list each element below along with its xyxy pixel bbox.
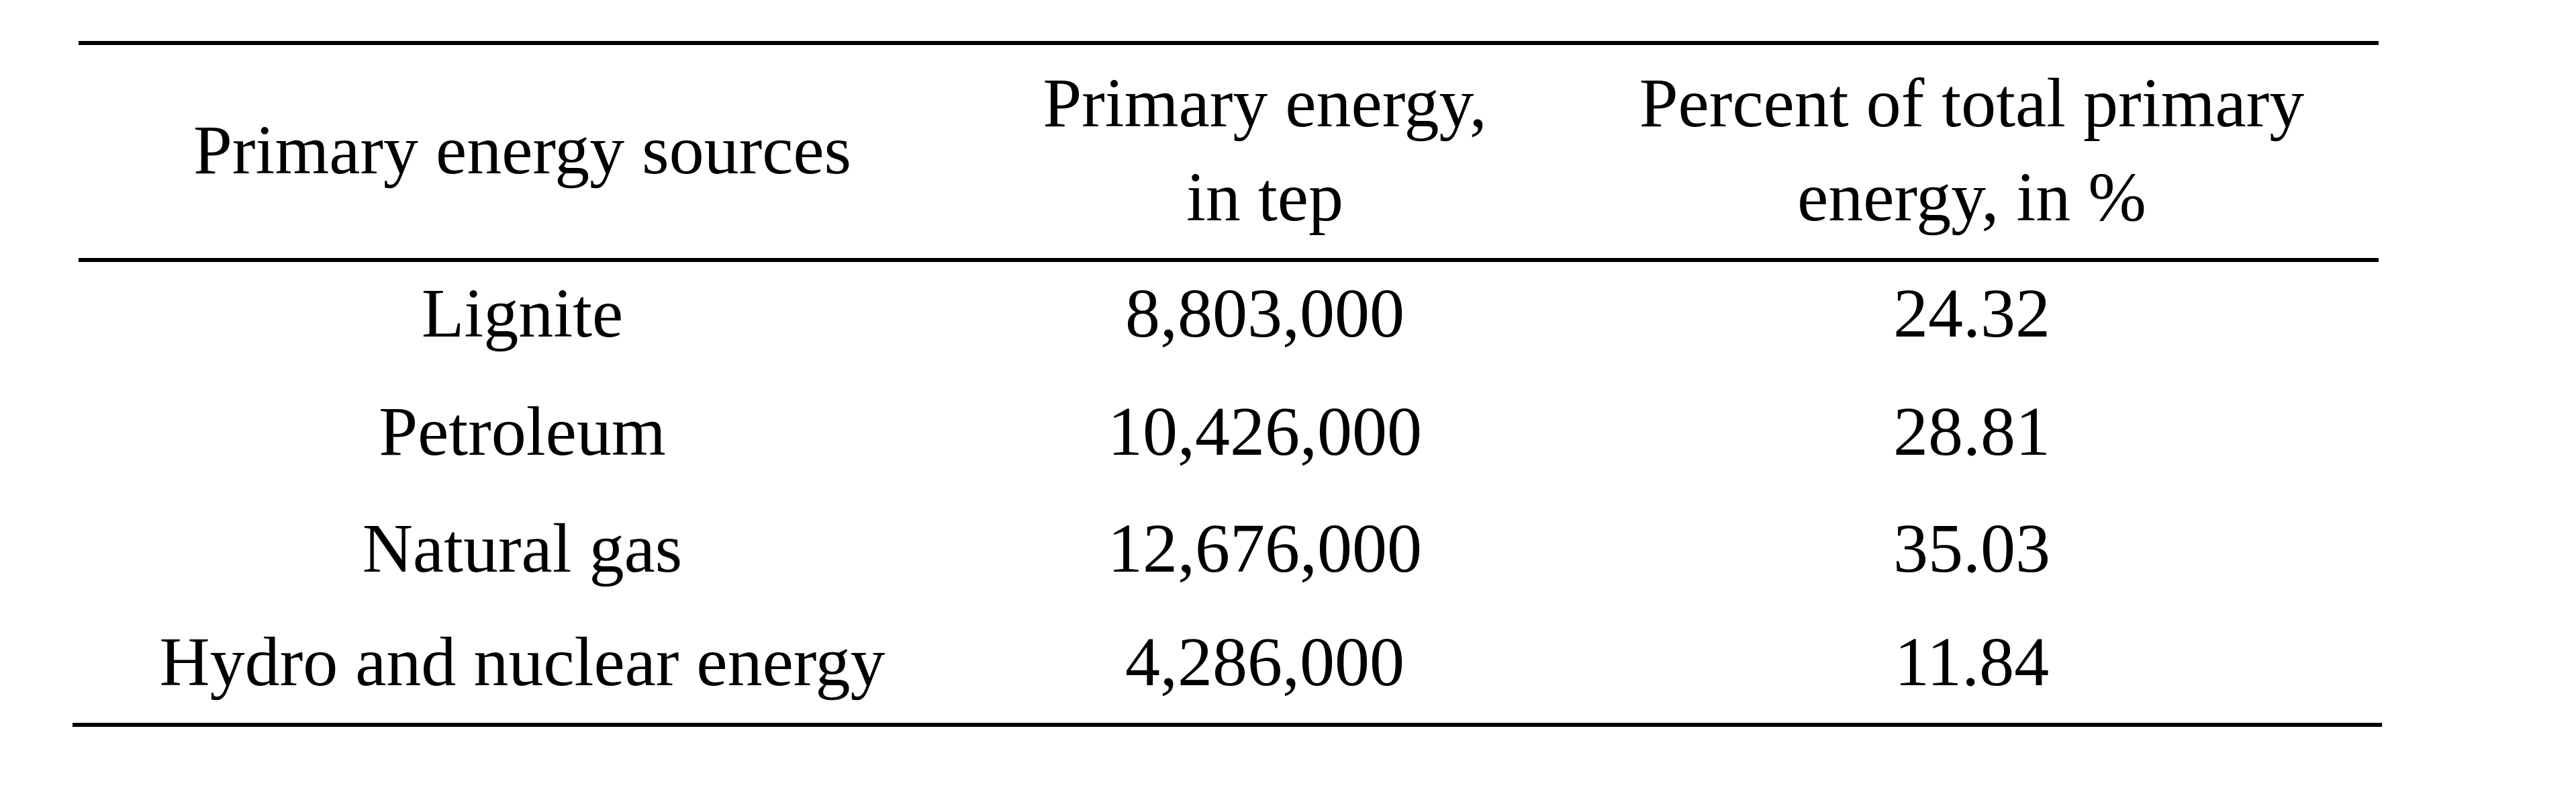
header-cell: Percent of total primary	[1639, 64, 2305, 142]
table-cell: Natural gas	[363, 510, 682, 587]
table-cell: 28.81	[1893, 393, 2050, 470]
header-cell: energy, in %	[1797, 159, 2146, 236]
header-cell: Primary energy,	[1043, 64, 1486, 142]
table-cell: Lignite	[422, 275, 623, 352]
table-cell: Petroleum	[379, 393, 665, 470]
table-cell: 24.32	[1893, 275, 2050, 352]
table-cell: 35.03	[1893, 510, 2050, 587]
header-cell: Primary energy sources	[193, 112, 851, 189]
table-cell: Hydro and nuclear energy	[160, 623, 886, 701]
table-cell: 12,676,000	[1108, 510, 1422, 587]
table-cell: 8,803,000	[1125, 275, 1404, 352]
table-cell: 10,426,000	[1108, 393, 1422, 470]
header-cell: in tep	[1186, 159, 1343, 236]
table-cell: 11.84	[1895, 623, 2049, 701]
table-cell: 4,286,000	[1125, 623, 1404, 701]
